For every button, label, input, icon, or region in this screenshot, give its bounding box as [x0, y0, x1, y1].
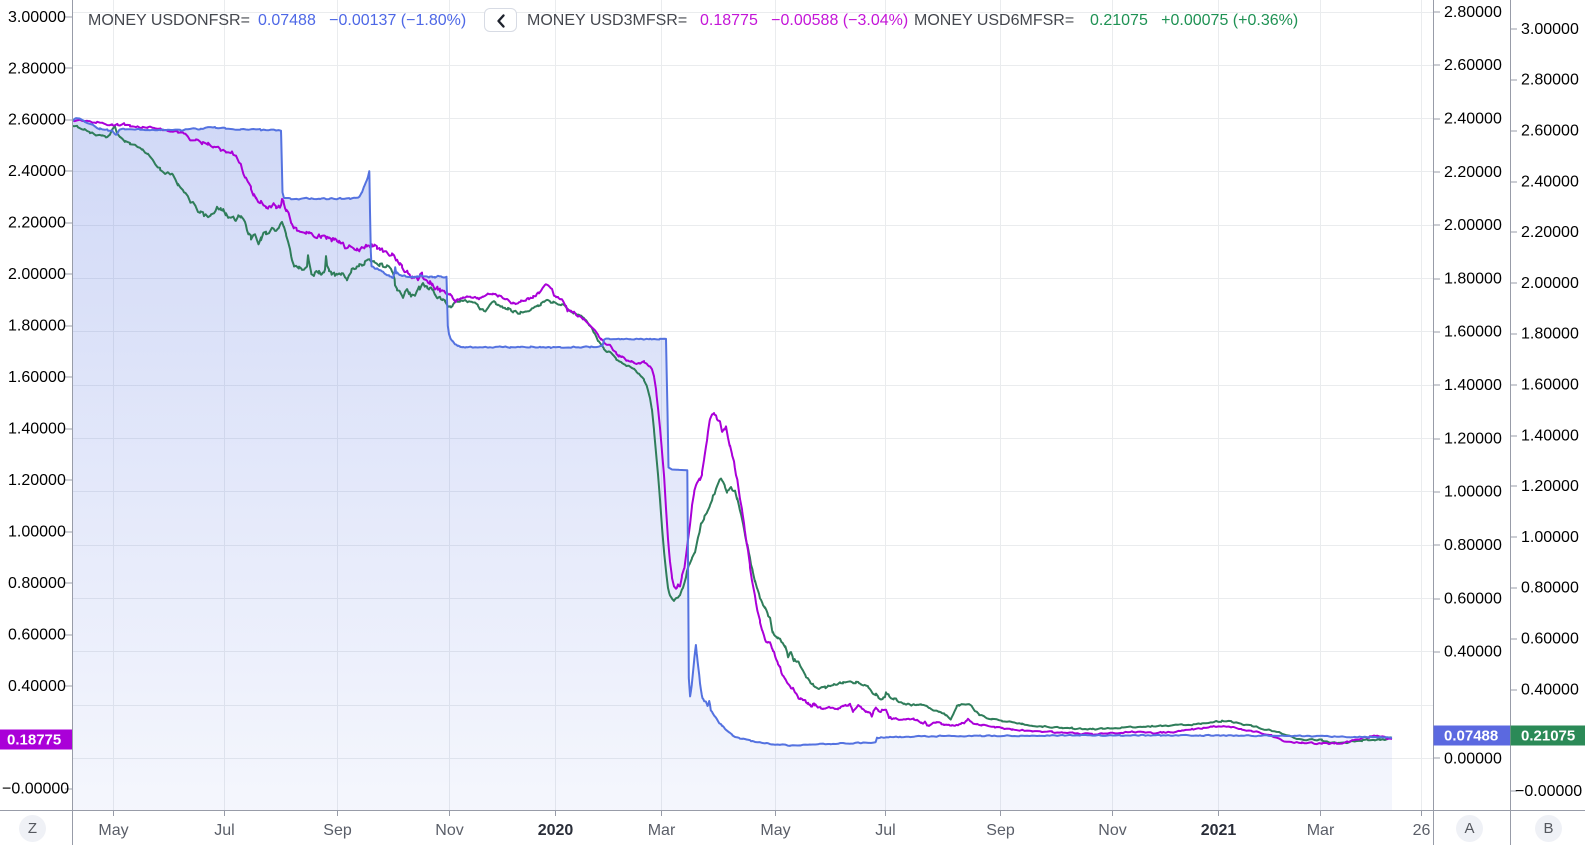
svg-text:1.40000: 1.40000 [8, 421, 66, 438]
svg-text:1.40000: 1.40000 [1444, 377, 1502, 394]
svg-text:0.00000: 0.00000 [1444, 750, 1502, 767]
svg-text:0.40000: 0.40000 [8, 678, 66, 695]
svg-text:0.21075: 0.21075 [1521, 727, 1575, 744]
svg-text:2.60000: 2.60000 [8, 112, 66, 129]
svg-text:0.40000: 0.40000 [1444, 644, 1502, 661]
svg-text:2.20000: 2.20000 [1444, 164, 1502, 181]
svg-text:1.20000: 1.20000 [1521, 478, 1579, 495]
svg-text:2.40000: 2.40000 [8, 163, 66, 180]
svg-text:0.40000: 0.40000 [1521, 681, 1579, 698]
svg-text:Mar: Mar [1307, 822, 1335, 839]
svg-text:1.80000: 1.80000 [8, 318, 66, 335]
svg-text:2.60000: 2.60000 [1521, 123, 1579, 140]
svg-text:3.00000: 3.00000 [1521, 21, 1579, 38]
svg-text:0.60000: 0.60000 [1444, 590, 1502, 607]
svg-text:1.40000: 1.40000 [1521, 427, 1579, 444]
svg-text:1.00000: 1.00000 [8, 523, 66, 540]
svg-text:2.00000: 2.00000 [1444, 217, 1502, 234]
svg-text:2.00000: 2.00000 [8, 266, 66, 283]
svg-text:1.60000: 1.60000 [1521, 377, 1579, 394]
svg-text:0.80000: 0.80000 [1521, 580, 1579, 597]
svg-text:May: May [760, 822, 790, 839]
svg-text:−0.00000: −0.00000 [2, 781, 69, 798]
svg-text:2.80000: 2.80000 [1521, 72, 1579, 89]
svg-text:2.20000: 2.20000 [8, 215, 66, 232]
svg-text:2.40000: 2.40000 [1444, 111, 1502, 128]
svg-text:0.60000: 0.60000 [1521, 631, 1579, 648]
svg-text:Jul: Jul [875, 822, 895, 839]
svg-text:Nov: Nov [435, 822, 463, 839]
svg-text:1.00000: 1.00000 [1444, 484, 1502, 501]
svg-text:2.60000: 2.60000 [1444, 57, 1502, 74]
svg-text:1.80000: 1.80000 [1444, 270, 1502, 287]
svg-text:Sep: Sep [986, 822, 1015, 839]
svg-text:2021: 2021 [1201, 822, 1237, 839]
svg-text:0.18775: 0.18775 [7, 731, 61, 748]
svg-text:1.20000: 1.20000 [8, 472, 66, 489]
svg-text:2.80000: 2.80000 [8, 60, 66, 77]
svg-text:1.20000: 1.20000 [1444, 430, 1502, 447]
svg-text:3.00000: 3.00000 [8, 9, 66, 26]
svg-text:Nov: Nov [1098, 822, 1126, 839]
svg-text:−0.00000: −0.00000 [1515, 783, 1582, 800]
svg-text:0.80000: 0.80000 [1444, 537, 1502, 554]
svg-text:2.20000: 2.20000 [1521, 224, 1579, 241]
svg-text:1.60000: 1.60000 [8, 369, 66, 386]
svg-text:Mar: Mar [648, 822, 676, 839]
svg-text:1.00000: 1.00000 [1521, 529, 1579, 546]
svg-text:Jul: Jul [214, 822, 234, 839]
svg-text:26: 26 [1413, 822, 1431, 839]
svg-text:1.80000: 1.80000 [1521, 326, 1579, 343]
svg-text:0.80000: 0.80000 [8, 575, 66, 592]
svg-text:2020: 2020 [538, 822, 574, 839]
svg-text:2.40000: 2.40000 [1521, 173, 1579, 190]
svg-text:0.60000: 0.60000 [8, 626, 66, 643]
svg-text:1.60000: 1.60000 [1444, 324, 1502, 341]
svg-text:Sep: Sep [323, 822, 352, 839]
svg-text:0.07488: 0.07488 [1444, 727, 1498, 744]
svg-text:2.80000: 2.80000 [1444, 4, 1502, 21]
svg-text:May: May [98, 822, 128, 839]
svg-text:2.00000: 2.00000 [1521, 275, 1579, 292]
